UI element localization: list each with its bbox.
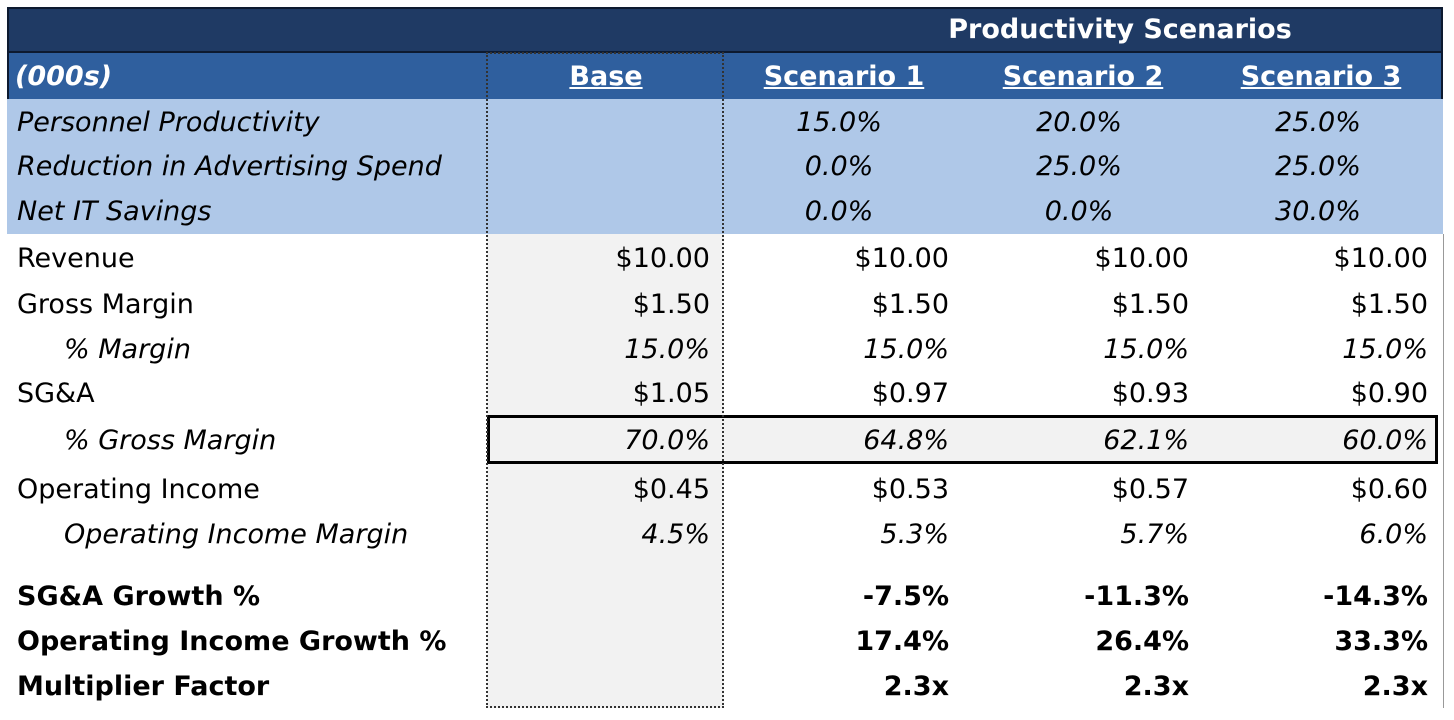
driver-band (7, 99, 1443, 234)
driver-value[interactable]: 0.0% (804, 151, 874, 182)
row-label-sga-growth: SG&A Growth % (17, 581, 260, 612)
table-cell[interactable]: $0.97 (871, 378, 949, 409)
table-cell[interactable]: 33.3% (1334, 626, 1428, 657)
driver-value[interactable]: 0.0% (1044, 196, 1114, 227)
column-header-scenario-1[interactable]: Scenario 1 (763, 61, 925, 92)
table-cell[interactable]: 70.0% (624, 425, 710, 456)
table-title: Productivity Scenarios (948, 14, 1292, 45)
driver-value[interactable]: 25.0% (1275, 107, 1361, 138)
table-cell[interactable]: $10.00 (1094, 243, 1189, 274)
row-label-gross-margin: Gross Margin (17, 289, 194, 320)
row-label-revenue: Revenue (17, 243, 135, 274)
driver-label-advertising-spend: Reduction in Advertising Spend (17, 151, 442, 182)
table-cell[interactable]: 62.1% (1103, 425, 1189, 456)
table-cell[interactable]: $0.45 (632, 474, 710, 505)
table-cell[interactable]: $10.00 (1333, 243, 1428, 274)
table-cell[interactable]: 4.5% (641, 519, 710, 550)
driver-label-personnel-productivity: Personnel Productivity (17, 107, 320, 138)
table-cell[interactable]: $1.50 (1350, 289, 1428, 320)
row-label-operating-income-margin: Operating Income Margin (64, 519, 409, 550)
row-label-operating-income: Operating Income (17, 474, 260, 505)
column-header-scenario-2[interactable]: Scenario 2 (1002, 61, 1164, 92)
table-cell[interactable]: 17.4% (855, 626, 949, 657)
table-cell[interactable]: 2.3x (883, 671, 949, 702)
row-label-percent-gross-margin: % Gross Margin (64, 425, 277, 456)
table-cell[interactable]: 64.8% (863, 425, 949, 456)
table-cell[interactable]: -11.3% (1084, 581, 1189, 612)
grid-edge (1443, 234, 1444, 708)
table-cell[interactable]: 5.7% (1120, 519, 1189, 550)
table-cell[interactable]: 6.0% (1359, 519, 1428, 550)
table-cell[interactable]: 2.3x (1362, 671, 1428, 702)
table-cell[interactable]: 15.0% (1103, 334, 1189, 365)
table-cell[interactable]: $1.50 (871, 289, 949, 320)
table-cell[interactable]: $1.50 (1111, 289, 1189, 320)
table-cell[interactable]: $0.57 (1111, 474, 1189, 505)
table-cell[interactable]: $0.53 (871, 474, 949, 505)
driver-value[interactable]: 25.0% (1275, 151, 1361, 182)
driver-value[interactable]: 0.0% (804, 196, 874, 227)
table-cell[interactable]: $0.90 (1350, 378, 1428, 409)
table-cell[interactable]: $0.60 (1350, 474, 1428, 505)
driver-value[interactable]: 20.0% (1036, 107, 1122, 138)
units-label: (000s) (15, 61, 113, 92)
driver-value[interactable]: 25.0% (1036, 151, 1122, 182)
table-cell[interactable]: $1.50 (632, 289, 710, 320)
table-cell[interactable]: $10.00 (615, 243, 710, 274)
column-header-scenario-3[interactable]: Scenario 3 (1240, 61, 1402, 92)
driver-value[interactable]: 15.0% (796, 107, 882, 138)
row-label-percent-margin: % Margin (64, 334, 191, 365)
table-cell[interactable]: 15.0% (1342, 334, 1428, 365)
table-cell[interactable]: 5.3% (880, 519, 949, 550)
table-cell[interactable]: $0.93 (1111, 378, 1189, 409)
table-cell[interactable]: $10.00 (854, 243, 949, 274)
row-label-multiplier-factor: Multiplier Factor (17, 671, 270, 702)
table-cell[interactable]: 26.4% (1095, 626, 1189, 657)
table-cell[interactable]: $1.05 (632, 378, 710, 409)
base-column-shading (487, 234, 724, 708)
row-label-sga: SG&A (17, 378, 95, 409)
table-cell[interactable]: -14.3% (1323, 581, 1428, 612)
table-cell[interactable]: 60.0% (1342, 425, 1428, 456)
gross-margin-highlight-box (487, 415, 1438, 464)
title-band (7, 7, 1443, 53)
driver-label-net-it-savings: Net IT Savings (17, 196, 212, 227)
table-cell[interactable]: 15.0% (624, 334, 710, 365)
table-cell[interactable]: -7.5% (862, 581, 949, 612)
driver-value[interactable]: 30.0% (1275, 196, 1361, 227)
column-header-band (7, 53, 1443, 99)
table-cell[interactable]: 15.0% (863, 334, 949, 365)
table-cell[interactable]: 2.3x (1123, 671, 1189, 702)
column-header-base[interactable]: Base (569, 61, 643, 92)
row-label-operating-income-growth: Operating Income Growth % (17, 626, 447, 657)
